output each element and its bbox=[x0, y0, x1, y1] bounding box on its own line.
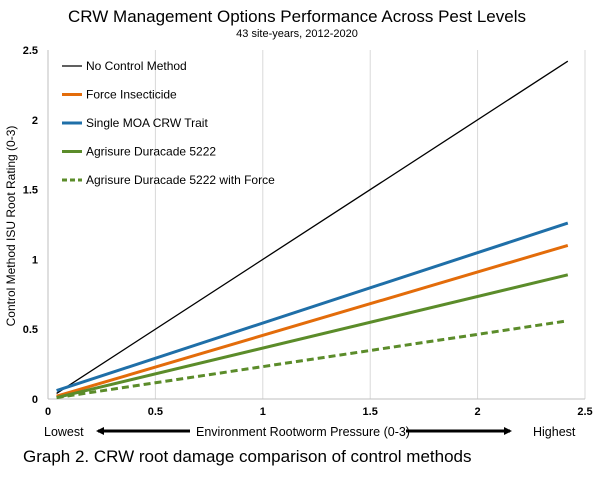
legend-item: Force Insecticide bbox=[86, 88, 177, 102]
x-axis-high-label: Highest bbox=[533, 425, 576, 439]
x-tick-label: 0 bbox=[45, 406, 51, 418]
legend: No Control Method Force Insecticide Single… bbox=[62, 59, 275, 187]
x-tick-labels: 0 0.5 1 1.5 2 2.5 bbox=[45, 406, 593, 418]
legend-item: No Control Method bbox=[86, 59, 187, 73]
series-line bbox=[56, 60, 569, 394]
axes bbox=[47, 50, 585, 400]
legend-item: Agrisure Duracade 5222 with Force bbox=[86, 173, 275, 187]
series-line bbox=[56, 221, 569, 393]
series-lines bbox=[56, 60, 569, 400]
x-tick-label: 2 bbox=[475, 406, 481, 418]
y-tick-label: 1.5 bbox=[23, 185, 38, 197]
y-tick-label: 2 bbox=[32, 115, 38, 127]
y-tick-labels: 0 0.5 1 1.5 2 2.5 bbox=[23, 45, 38, 406]
chart-title: CRW Management Options Performance Acros… bbox=[68, 7, 526, 26]
y-tick-label: 2.5 bbox=[23, 45, 38, 57]
x-tick-label: 0.5 bbox=[148, 406, 163, 418]
x-axis-label: Environment Rootworm Pressure (0-3) bbox=[196, 425, 410, 439]
y-tick-label: 1 bbox=[32, 254, 38, 266]
x-axis-low-label: Lowest bbox=[44, 425, 84, 439]
y-axis-label: Control Method ISU Root Rating (0-3) bbox=[4, 126, 18, 327]
y-tick-label: 0.5 bbox=[23, 324, 38, 336]
gridlines bbox=[154, 50, 586, 399]
x-axis-label-row: Lowest Environment Rootworm Pressure (0-… bbox=[44, 425, 576, 439]
legend-item: Agrisure Duracade 5222 bbox=[86, 145, 216, 159]
x-tick-label: 1.5 bbox=[363, 406, 378, 418]
series-line bbox=[56, 243, 569, 398]
x-tick-label: 1 bbox=[260, 406, 266, 418]
series-line bbox=[56, 273, 569, 400]
y-tick-label: 0 bbox=[32, 394, 38, 406]
series-line bbox=[56, 319, 569, 400]
legend-item: Single MOA CRW Trait bbox=[86, 116, 208, 130]
chart-subtitle: 43 site-years, 2012-2020 bbox=[236, 28, 358, 40]
caption: Graph 2. CRW root damage comparison of c… bbox=[23, 447, 472, 466]
x-tick-label: 2.5 bbox=[577, 406, 592, 418]
